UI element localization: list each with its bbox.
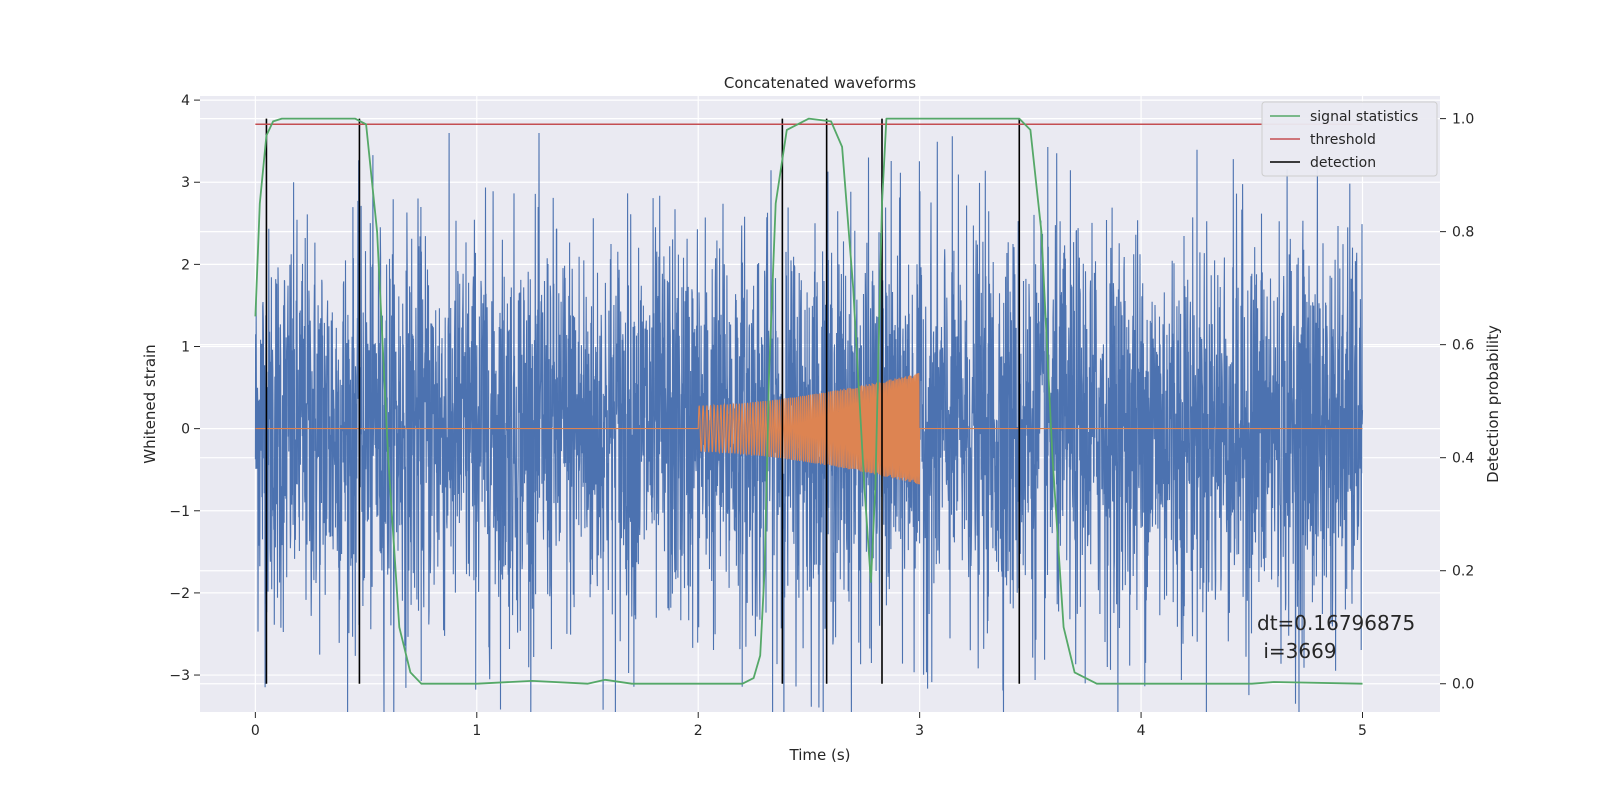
signal-statistics-line: [254, 117, 1363, 685]
y-tick-label: 4: [181, 93, 190, 109]
x-tick-label: 4: [1137, 723, 1146, 739]
x-tick-label: 0: [251, 723, 260, 739]
series-chirp-waveform: [255, 372, 1363, 485]
y2-tick-label: 0.6: [1452, 338, 1474, 354]
y-tick-label: 0: [181, 422, 190, 438]
x-axis-label: Time (s): [789, 746, 851, 764]
legend-box: [1261, 101, 1438, 177]
annotation-dt: dt=0.16796875: [1257, 611, 1415, 635]
legend-label-detection: detection: [1310, 155, 1376, 171]
legend-label-signal-statistics: signal statistics: [1310, 109, 1418, 125]
y2-tick-label: 0.0: [1452, 677, 1474, 693]
y-tick-label: 3: [181, 175, 190, 191]
y-tick-label: −3: [169, 668, 190, 684]
x-tick-label: 3: [915, 723, 924, 739]
y-tick-label: 1: [181, 340, 190, 356]
axis-ticks: 0 1 2 3 4 5 −3 −2 −1 0 1 2 3 4 0.0 0.2 0.4 0.6 0.8 1.0: [169, 93, 1474, 739]
chart-title: Concatenated waveforms: [724, 74, 916, 92]
data-layer: [254, 117, 1364, 712]
y2-axis-label: Detection probability: [1484, 325, 1502, 483]
y2-tick-label: 0.2: [1452, 564, 1474, 580]
x-tick-label: 2: [694, 723, 703, 739]
annotation-i: i=3669: [1257, 639, 1337, 663]
y-tick-label: −2: [169, 586, 190, 602]
legend-label-threshold: threshold: [1310, 132, 1376, 148]
y-tick-label: 2: [181, 257, 190, 273]
series-whitened-noise: [254, 132, 1364, 712]
y-axis-label: Whitened strain: [141, 344, 159, 463]
y2-tick-label: 0.4: [1452, 451, 1474, 467]
y-tick-label: −1: [169, 504, 190, 520]
x-tick-label: 5: [1358, 723, 1367, 739]
y2-tick-label: 0.8: [1452, 225, 1474, 241]
legend: signal statistics threshold detection: [1261, 101, 1438, 177]
y2-tick-label: 1.0: [1452, 112, 1474, 128]
x-tick-label: 1: [472, 723, 481, 739]
